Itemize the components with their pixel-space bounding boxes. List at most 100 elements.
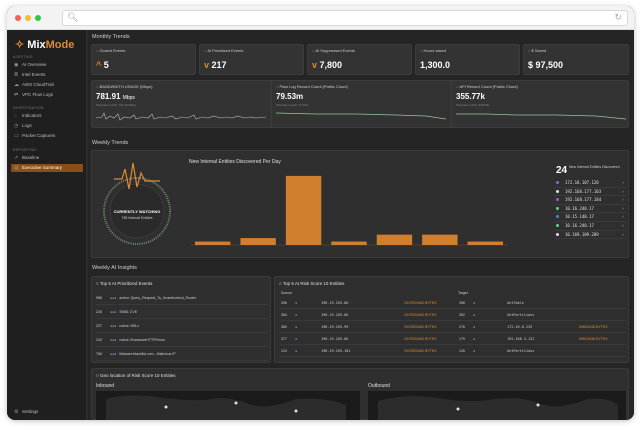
sidebar-item-settings[interactable]: ⚙ Settings [14, 409, 39, 415]
entity-row[interactable]: 10.15.140.17 ⌕ [554, 213, 626, 222]
sidebar-item-vpc-flow-logs[interactable]: ⇄ VPC Flow Logs [14, 92, 54, 98]
kpi-title: AI Prioritized Events [204, 48, 243, 53]
target-name: GetPartitions [507, 349, 535, 353]
entity-row[interactable]: 10.16.240.17 ⌕ [554, 222, 626, 231]
entity-row[interactable]: 10.169.109.209 ⌕ [554, 231, 626, 240]
target-score: 392 [459, 313, 465, 317]
event-tags-icon: ●●● [110, 324, 117, 328]
reload-icon[interactable]: ↻ [614, 12, 622, 22]
kpi-value: ^ 5 [96, 60, 109, 70]
kpi-value: 1,300.0 [420, 60, 451, 70]
bulb-icon: ◌ [14, 113, 17, 119]
source-score: 380 [281, 325, 287, 329]
watching-value: 765 Internal Entities [121, 216, 153, 220]
target-name: 192.168.3.122 [507, 337, 535, 341]
entity-type-icon [556, 198, 559, 202]
entity-type-icon: ● [295, 325, 298, 329]
target-tag: INBOUND BYTES [579, 325, 608, 329]
sidebar-item-ai-overview[interactable]: ◉ AI Overview [14, 62, 47, 68]
source-tag: OUTBOUND BYTES [404, 325, 437, 329]
address-bar[interactable]: 🔍︎ ↻ [62, 10, 628, 26]
kpi-title: $ Saved [528, 48, 547, 53]
metric-value: 355.77k [456, 92, 485, 101]
entity-type-icon: ● [473, 313, 476, 317]
entities-bar-chart [190, 175, 508, 246]
entity-type-icon [556, 189, 559, 193]
kpi-value: v 217 [204, 60, 227, 70]
minimize-dot-icon[interactable] [25, 15, 31, 21]
sidebar-item-logs[interactable]: ◷ Logs [14, 123, 32, 129]
risk-row[interactable]: 384 ● 198.19.255.66 OUTBOUND BYTES 392 ● GetPa… [279, 309, 626, 321]
entity-type-icon [556, 215, 559, 219]
entity-type-icon: ● [473, 325, 476, 329]
world-map-icon [378, 396, 618, 420]
sidebar-item-executive-summary[interactable]: ▤ Executive Summary [11, 164, 83, 172]
search-icon[interactable]: ⌕ [621, 180, 624, 185]
entity-type-icon: ● [295, 313, 298, 317]
target-score: 276 [459, 325, 465, 329]
risk-row[interactable]: 124 ● 198.19.255.101 OUTBOUND BYTES 126 ● GetP… [279, 345, 626, 357]
chart-title: New Internal Entities Discovered Per Day [189, 159, 281, 165]
eye-icon: ◉ [14, 62, 19, 68]
entity-row[interactable]: 172.18.107.120 ⌕ [554, 179, 626, 188]
source-score: 124 [281, 349, 287, 353]
source-ip: 198.19.255.101 [321, 349, 351, 353]
outbound-map[interactable] [368, 391, 626, 420]
entity-row[interactable]: 192.168.177.103 ⌕ [554, 188, 626, 197]
sidebar-item-baseline[interactable]: ↗ Baseline [14, 155, 40, 161]
risk-row[interactable]: 380 ● 198.19.255.99 OUTBOUND BYTES 276 ● 172.1… [279, 321, 626, 333]
event-text: notice::SSLv [119, 324, 139, 328]
event-text: notice::ExcessiveHTTPErrors [119, 338, 166, 342]
entity-type-icon: ● [473, 337, 476, 341]
risk-row[interactable]: 396 ● 198.19.255.66 OUTBOUND BYTES 398 ● GetTa… [279, 297, 626, 309]
watching-label: CURRENTLY WATCHING [113, 209, 161, 214]
chart-icon: ↗ [14, 155, 19, 161]
search-icon[interactable]: ⌕ [621, 231, 624, 237]
brand-suffix: Mode [45, 39, 75, 51]
metric-value: 781.91 Mbps [96, 92, 135, 101]
watching-gauge [103, 162, 171, 245]
risk-row[interactable]: 377 ● 198.19.255.66 OUTBOUND BYTES 179 ● 192.1… [279, 333, 626, 345]
source-score: 396 [281, 301, 287, 305]
event-row[interactable]: 766 ●●● Malware:blacklist.com - Malicious … [96, 347, 268, 361]
search-icon[interactable]: ⌕ [621, 214, 624, 220]
close-dot-icon[interactable] [15, 15, 21, 21]
event-row[interactable]: 228 ●●● SMB1 CVE [96, 305, 268, 319]
gear-icon: ⚙ [14, 409, 19, 415]
maximize-dot-icon[interactable] [35, 15, 41, 21]
event-id: 766 [96, 352, 102, 356]
entity-ip: 10.16.240.17 [565, 222, 594, 228]
source-score: 377 [281, 337, 287, 341]
chart-bar [331, 241, 367, 245]
event-rows: 988 ●●● action: Query_Request_To_Unauthori… [96, 291, 268, 361]
metric-api-record: API Record Count (Public Cloud) 355.77k … [451, 81, 629, 127]
entity-row[interactable]: 192.168.177.184 ⌕ [554, 196, 626, 205]
weekly-trends-panel: CURRENTLY WATCHING 765 Internal Entities… [91, 150, 629, 258]
entity-row[interactable]: 10.16.240.17 ⌕ [554, 205, 626, 214]
entity-type-icon: ● [295, 349, 298, 353]
source-tag: OUTBOUND BYTES [404, 301, 437, 305]
metric-flow-log: Flow Log Record Count (Public Cloud) 79.… [271, 81, 450, 127]
event-row[interactable]: 243 ●●● notice::ExcessiveHTTPErrors [96, 333, 268, 347]
sidebar-item-intel-events[interactable]: ≣ Intel Events [14, 72, 46, 78]
search-icon[interactable]: ⌕ [621, 205, 624, 211]
kpi-closed-events: Closed Events ^ 5 [91, 44, 196, 75]
source-ip: 198.19.255.66 [321, 337, 349, 341]
entity-type-icon [556, 181, 559, 184]
source-ip: 198.19.255.66 [321, 301, 349, 305]
kpi-title: Hours saved [420, 48, 446, 53]
search-icon[interactable]: ⌕ [621, 188, 624, 194]
search-icon[interactable]: ⌕ [621, 197, 624, 203]
inbound-map[interactable] [96, 391, 360, 420]
search-icon[interactable]: ⌕ [621, 222, 624, 228]
sidebar-item-packet-captures[interactable]: ▭ Packet Captures [14, 133, 56, 139]
entity-list: 172.18.107.120 ⌕ 192.168.177.103 ⌕ 192.168.1… [554, 179, 626, 240]
kpi-ai-suppressed-events: AI Suppressed Events v 7,800 [307, 44, 412, 75]
trend-down-icon: v [204, 60, 210, 70]
sidebar-item-aws-cloudtrail[interactable]: ☁ AWS CloudTrail [14, 82, 54, 88]
risk-score-panel: ○ Top 5 AI Risk Score 10 Entities Source… [274, 276, 629, 363]
event-row[interactable]: 227 ●●● notice::SSLv [96, 319, 268, 333]
sidebar-item-indicators[interactable]: ◌ Indicators [14, 113, 42, 119]
event-row[interactable]: 988 ●●● action: Query_Request_To_Unauthori… [96, 291, 268, 305]
brand-logo[interactable]: ✧ MixMode [15, 38, 74, 51]
